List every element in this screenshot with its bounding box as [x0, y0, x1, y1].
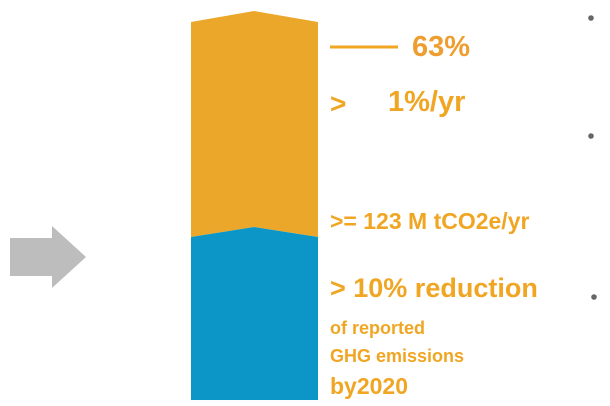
growth-label: 1%/yr [388, 86, 466, 118]
column-upper-segment [191, 11, 318, 237]
bullet-icon [591, 294, 597, 300]
reduction-detail-line: GHG emissions [330, 346, 465, 366]
bullet-icon [588, 15, 594, 21]
emissions-label: >= 123 M tCO2e/yr [330, 208, 530, 234]
column-lower-segment [191, 227, 318, 400]
arrow-right-icon [10, 226, 86, 288]
bullet-icon [588, 133, 594, 139]
share-label: 63% [412, 31, 471, 63]
reduction-detail-line: of reported [330, 318, 426, 338]
growth-sign-label: > [330, 88, 347, 119]
reduction-target-year: by2020 [330, 373, 409, 399]
reduction-label: > 10% reduction [330, 273, 538, 303]
